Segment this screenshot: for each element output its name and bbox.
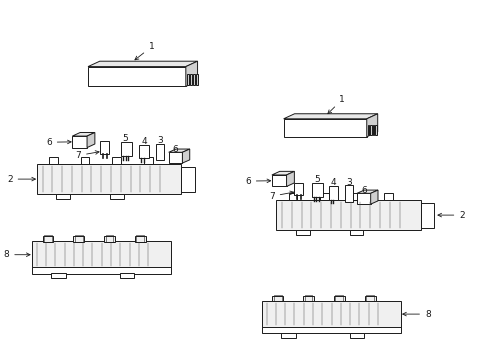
Text: 6: 6 bbox=[244, 177, 270, 186]
Polygon shape bbox=[366, 114, 377, 137]
Polygon shape bbox=[182, 149, 189, 163]
Text: 3: 3 bbox=[346, 177, 351, 186]
Bar bbox=[37, 164, 181, 194]
Text: 6: 6 bbox=[46, 138, 71, 147]
Text: 7: 7 bbox=[268, 191, 293, 201]
Bar bbox=[281, 333, 295, 338]
Bar bbox=[56, 194, 70, 199]
Text: 8: 8 bbox=[3, 250, 30, 259]
Bar bbox=[49, 157, 58, 164]
Bar bbox=[32, 241, 171, 268]
Bar bbox=[51, 273, 66, 278]
Bar bbox=[135, 236, 145, 242]
Bar bbox=[420, 203, 433, 228]
Bar bbox=[186, 74, 188, 85]
Text: 8: 8 bbox=[402, 310, 430, 319]
Bar bbox=[181, 167, 194, 192]
Bar bbox=[345, 185, 352, 202]
Bar bbox=[139, 145, 149, 158]
Polygon shape bbox=[286, 171, 294, 186]
Bar bbox=[383, 193, 392, 200]
Bar bbox=[42, 236, 53, 242]
Polygon shape bbox=[185, 61, 197, 86]
Bar bbox=[372, 125, 374, 135]
Bar bbox=[367, 125, 369, 135]
Bar bbox=[328, 186, 338, 200]
Bar bbox=[144, 157, 153, 164]
Text: 5: 5 bbox=[314, 175, 320, 184]
Bar bbox=[121, 142, 132, 156]
Text: 2: 2 bbox=[7, 175, 35, 184]
Polygon shape bbox=[168, 149, 189, 152]
Polygon shape bbox=[370, 190, 377, 204]
Bar bbox=[351, 193, 360, 200]
Polygon shape bbox=[168, 152, 182, 163]
Bar bbox=[120, 273, 134, 278]
Bar bbox=[195, 74, 197, 85]
Bar bbox=[156, 144, 164, 160]
Polygon shape bbox=[271, 171, 294, 175]
Bar bbox=[261, 301, 400, 328]
Text: 2: 2 bbox=[437, 211, 464, 220]
Polygon shape bbox=[88, 61, 197, 67]
Text: 1: 1 bbox=[327, 95, 345, 114]
Bar bbox=[349, 230, 363, 235]
Polygon shape bbox=[356, 190, 377, 193]
Text: 6: 6 bbox=[360, 186, 366, 194]
Bar bbox=[73, 236, 84, 242]
Bar bbox=[189, 74, 191, 85]
Bar bbox=[333, 296, 344, 301]
Bar bbox=[294, 183, 303, 195]
Bar bbox=[349, 333, 364, 338]
Bar bbox=[295, 230, 309, 235]
Text: 4: 4 bbox=[141, 137, 147, 146]
Bar bbox=[374, 125, 376, 135]
Bar bbox=[100, 141, 109, 154]
Bar bbox=[320, 193, 328, 200]
Bar bbox=[104, 236, 115, 242]
Polygon shape bbox=[283, 119, 366, 137]
Bar bbox=[261, 327, 400, 333]
Text: 3: 3 bbox=[157, 136, 163, 145]
Bar bbox=[272, 296, 283, 301]
Text: 4: 4 bbox=[330, 178, 336, 187]
Polygon shape bbox=[72, 136, 87, 148]
Text: 5: 5 bbox=[122, 134, 127, 143]
Text: 7: 7 bbox=[75, 151, 99, 160]
Bar bbox=[276, 200, 420, 230]
Text: 6: 6 bbox=[172, 145, 178, 154]
Bar bbox=[369, 125, 371, 135]
Bar bbox=[112, 157, 121, 164]
Polygon shape bbox=[283, 114, 377, 119]
Bar bbox=[81, 157, 89, 164]
Bar bbox=[32, 267, 171, 274]
Bar bbox=[303, 296, 313, 301]
Polygon shape bbox=[72, 132, 95, 136]
Text: 1: 1 bbox=[135, 42, 154, 60]
Bar bbox=[288, 193, 297, 200]
Bar bbox=[311, 183, 322, 197]
Polygon shape bbox=[88, 67, 185, 86]
Polygon shape bbox=[271, 175, 286, 186]
Bar bbox=[110, 194, 123, 199]
Polygon shape bbox=[356, 193, 370, 204]
Polygon shape bbox=[87, 132, 95, 148]
Bar bbox=[364, 296, 375, 301]
Bar bbox=[192, 74, 194, 85]
